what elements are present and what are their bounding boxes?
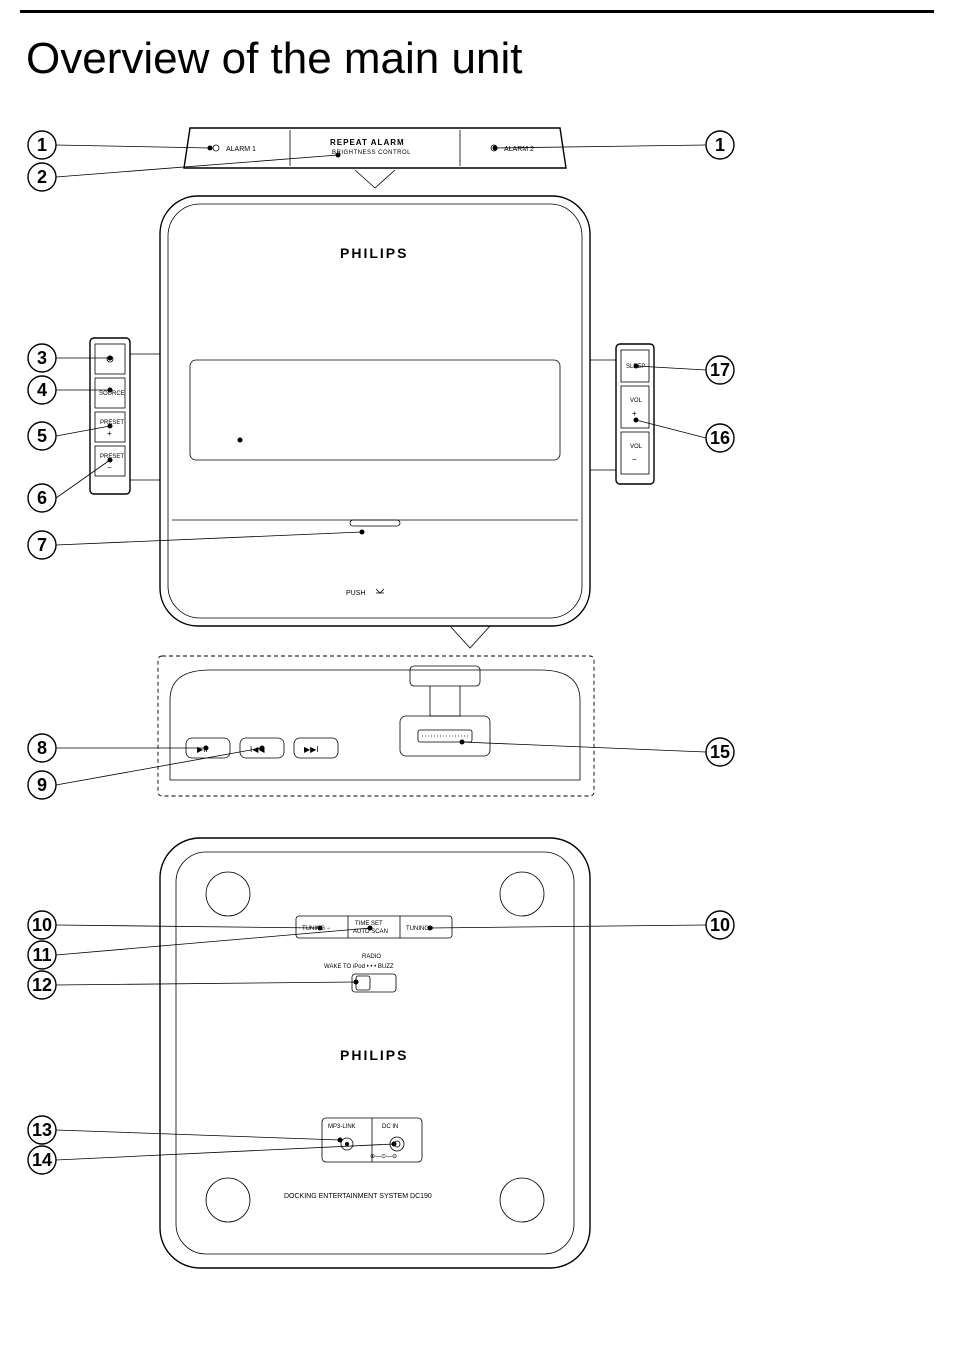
label-source: SOURCE (99, 391, 125, 397)
callout-3: 3 (37, 348, 47, 368)
brand-logo-bottom: PHILIPS (340, 1047, 408, 1063)
svg-text:⊕—⊙—⊖: ⊕—⊙—⊖ (370, 1154, 397, 1160)
label-dcin: DC IN (382, 1124, 398, 1130)
label-alarm1: ALARM 1 (226, 146, 256, 153)
label-brightness: BRIGHTNESS CONTROL (332, 150, 411, 156)
label-repeat-alarm: REPEAT ALARM (330, 138, 405, 147)
callout-15: 15 (710, 742, 730, 762)
callout-6: 6 (37, 488, 47, 508)
label-tuning-minus: TUNING − (302, 926, 331, 932)
callout-4: 4 (37, 380, 47, 400)
callout-12: 12 (32, 975, 52, 995)
callout-2: 2 (37, 167, 47, 187)
btn-next-icon: ▶▶I (304, 745, 319, 754)
label-vol-minus: VOL (630, 444, 643, 450)
label-footer: DOCKING ENTERTAINMENT SYSTEM DC190 (284, 1193, 432, 1200)
left-button-strip: SOURCE PRESET + PRESET − (90, 338, 160, 494)
callout-14: 14 (32, 1150, 52, 1170)
main-unit-top: PHILIPS PUSH (160, 196, 590, 648)
svg-text:−: − (632, 455, 637, 464)
dock-tray-detail: ▶II I◀◀ ▶▶I (158, 656, 594, 796)
label-mp3link: MP3-LINK (328, 1124, 356, 1130)
brand-logo-top: PHILIPS (340, 245, 408, 261)
callout-10: 10 (710, 915, 730, 935)
top-panel: ALARM 1 REPEAT ALARM BRIGHTNESS CONTROL … (184, 128, 566, 188)
svg-text:−: − (107, 463, 112, 472)
callout-7: 7 (37, 535, 47, 555)
right-button-strip: SLEEP VOL + VOL − (590, 344, 654, 484)
callout-1: 1 (715, 135, 725, 155)
callout-1: 1 (37, 135, 47, 155)
label-radio: RADIO (362, 954, 381, 960)
label-alarm2: ALARM 2 (504, 146, 534, 153)
callout-11: 11 (32, 945, 51, 965)
callout-16: 16 (710, 428, 730, 448)
main-unit-bottom: TUNING − TIME SET AUTO SCAN TUNING + RAD… (160, 838, 590, 1268)
svg-text:+: + (107, 429, 112, 438)
svg-text:+: + (632, 409, 637, 418)
callout-8: 8 (37, 738, 47, 758)
label-vol-plus: VOL (630, 398, 643, 404)
diagram-svg: .ol{fill:none;stroke:#000;stroke-width:1… (0, 0, 954, 1354)
callout-10: 10 (32, 915, 52, 935)
callout-13: 13 (32, 1120, 52, 1140)
callout-17: 17 (710, 360, 730, 380)
callout-5: 5 (37, 426, 47, 446)
callouts: 1213456717168915101011121314 (28, 131, 734, 1174)
callout-9: 9 (37, 775, 47, 795)
label-push: PUSH (346, 590, 365, 597)
label-wake: WAKE TO iPod • • • BUZZ (324, 964, 394, 970)
